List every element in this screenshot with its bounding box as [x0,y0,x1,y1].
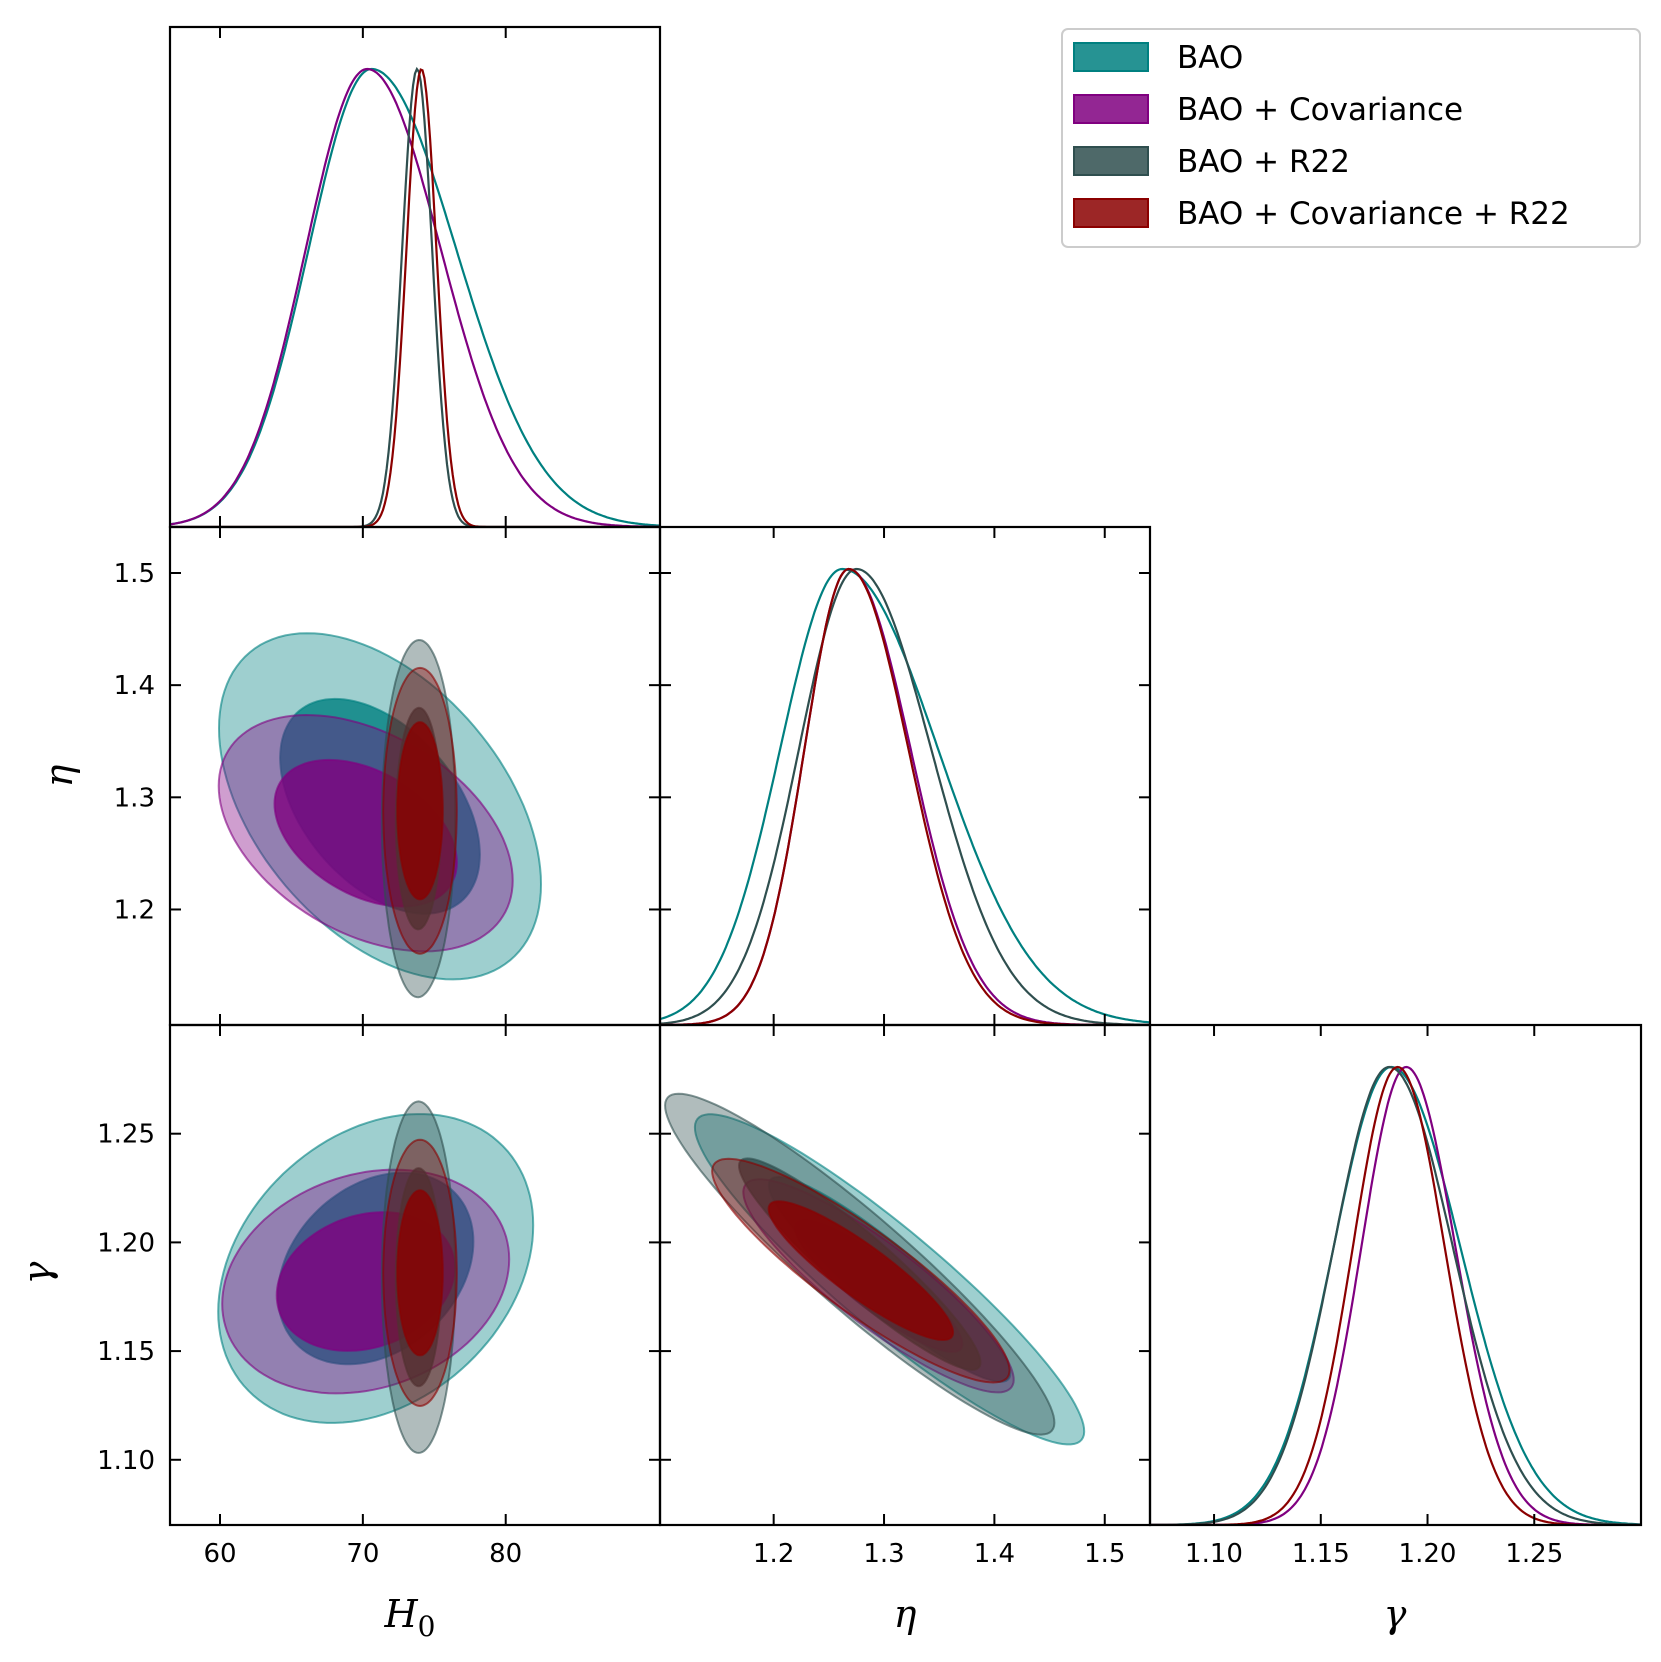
contour-68-bao-covariance-r22 [767,1200,955,1342]
legend-label: BAO + Covariance [1177,92,1463,128]
x-axis-label-eta: η [894,1592,917,1636]
legend-swatch [1073,94,1149,124]
legend-entry-bao-r22: BAO + R22 [1073,144,1350,180]
marginal-curve-bao-r22 [170,66,660,527]
marginal-curve-bao-covariance-r22 [170,68,660,527]
y-tick-label: 1.5 [114,559,155,589]
legend-swatch [1073,198,1149,228]
legend-swatch [1073,146,1149,176]
legend-entry-bao-covariance-r22: BAO + Covariance + R22 [1073,196,1570,232]
x-tick-label: 80 [489,1539,522,1569]
tick-marks [170,27,1536,1525]
y-tick-label: 1.25 [97,1120,155,1150]
contour-68-bao-covariance-r22 [396,1189,444,1357]
frame-gamma-marginal [1148,1023,1643,1527]
x-tick-label: 1.2 [753,1539,794,1569]
marginal-curve-bao-covariance [170,67,660,527]
x-tick-labels-gamma: 1.10 1.15 1.20 1.25 [1185,1539,1563,1569]
x-tick-label: 1.3 [863,1539,904,1569]
x-tick-label: 60 [203,1539,236,1569]
x-axis-label-h0: H0 [384,1592,436,1643]
x-tick-label: 1.15 [1292,1539,1350,1569]
x-tick-label: 1.20 [1399,1539,1457,1569]
y-tick-label: 1.4 [114,671,155,701]
marginal-curve-bao-r22 [660,567,1150,1025]
y-tick-label: 1.15 [97,1337,155,1367]
panel-gamma-vs-eta [664,1092,1086,1446]
legend-label: BAO + R22 [1177,144,1350,180]
y-tick-label: 1.10 [97,1446,155,1476]
y-tick-labels-eta: 1.2 1.3 1.4 1.5 [114,559,155,926]
panel-h0-marginal [170,66,660,527]
legend-swatch [1073,42,1149,72]
legend-box [1061,28,1641,248]
y-tick-label: 1.20 [97,1228,155,1258]
x-tick-label: 70 [346,1539,379,1569]
x-axis-label-gamma: γ [1384,1592,1407,1636]
marginal-curve-bao-r22 [1150,1065,1641,1525]
x-tick-label: 1.25 [1505,1539,1563,1569]
x-tick-label: 1.4 [974,1539,1015,1569]
legend: BAO BAO + Covariance BAO + R22 BAO + Cov… [1061,28,1641,248]
legend-label: BAO + Covariance + R22 [1177,196,1570,232]
x-tick-label: 1.10 [1185,1539,1243,1569]
legend-label: BAO [1177,40,1243,76]
legend-entry-bao-covariance: BAO + Covariance [1073,92,1463,128]
y-tick-labels-gamma: 1.10 1.15 1.20 1.25 [97,1120,155,1476]
x-tick-labels-h0: 60 70 80 [203,1539,522,1569]
contour-68-bao-covariance-r22 [396,721,444,901]
panel-eta-vs-h0 [217,632,543,999]
marginal-curve-bao [170,67,660,527]
y-axis-label-eta: η [37,764,81,787]
y-tick-label: 1.3 [114,783,155,813]
x-tick-label: 1.5 [1084,1539,1125,1569]
panel-frames [168,25,1643,1527]
y-tick-label: 1.2 [114,896,155,926]
legend-entry-bao: BAO [1073,40,1243,76]
y-axis-label-gamma: γ [15,1261,59,1284]
panel-gamma-vs-h0 [217,1100,535,1454]
x-tick-labels-eta: 1.2 1.3 1.4 1.5 [753,1539,1125,1569]
